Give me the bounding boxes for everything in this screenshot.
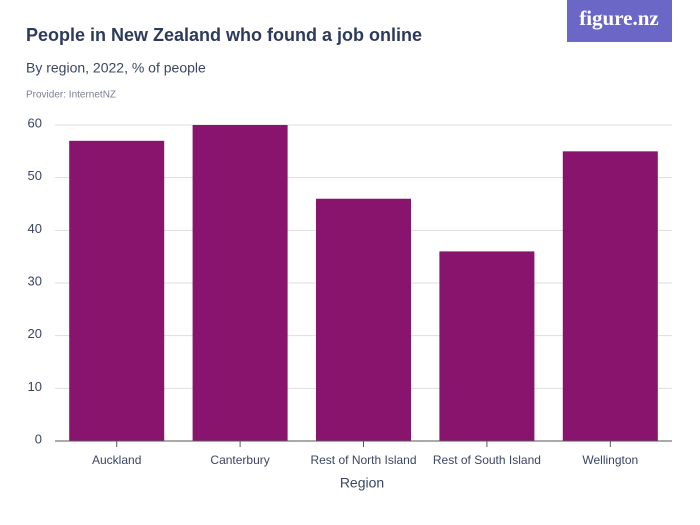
y-tick-label: 20 xyxy=(28,326,42,341)
chart-title: People in New Zealand who found a job on… xyxy=(26,25,422,45)
source: Provider: InternetNZ xyxy=(26,90,116,101)
logo-box xyxy=(567,0,672,42)
y-tick-label: 60 xyxy=(28,115,42,130)
x-tick-label: Rest of North Island xyxy=(310,453,416,467)
x-tick-label: Rest of South Island xyxy=(433,453,541,467)
chart-subtitle: By region, 2022, % of people xyxy=(26,60,206,76)
logo: figure.nz xyxy=(579,6,659,30)
bar xyxy=(439,251,535,441)
y-tick-label: 40 xyxy=(28,221,42,236)
y-tick-label: 0 xyxy=(35,431,42,446)
x-tick-label: Auckland xyxy=(92,453,141,467)
y-tick-label: 50 xyxy=(28,168,42,183)
bar xyxy=(69,140,165,442)
y-tick-label: 10 xyxy=(28,379,42,394)
y-tick-label: 30 xyxy=(28,273,42,288)
bar xyxy=(315,198,412,441)
x-tick-label: Wellington xyxy=(582,453,638,467)
bar xyxy=(562,151,658,442)
x-tick-label: Canterbury xyxy=(210,453,269,467)
x-axis-label: Region xyxy=(340,475,384,491)
bar xyxy=(192,125,288,441)
